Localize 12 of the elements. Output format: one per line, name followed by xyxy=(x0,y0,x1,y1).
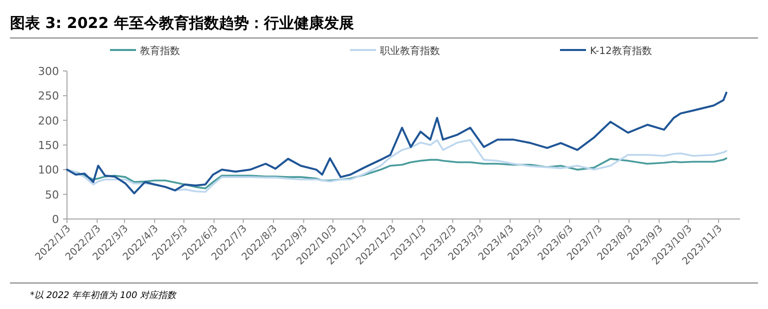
chart-title: 图表 3: 2022 年至今教育指数趋势：行业健康发展 xyxy=(10,14,354,32)
y-tick-label: 150 xyxy=(38,139,59,152)
y-tick-label: 300 xyxy=(38,65,59,78)
legend-label: 职业教育指数 xyxy=(380,45,440,57)
y-tick-label: 0 xyxy=(52,213,59,226)
text: *以 2022 年年初值为 100 对应指数 xyxy=(30,290,178,301)
legend-label: K-12教育指数 xyxy=(590,45,652,57)
y-tick-label: 100 xyxy=(38,164,59,177)
y-tick-label: 200 xyxy=(38,114,59,128)
legend-label: 教育指数 xyxy=(140,45,180,57)
y-tick-label: 250 xyxy=(38,90,59,103)
y-tick-label: 50 xyxy=(45,188,59,202)
